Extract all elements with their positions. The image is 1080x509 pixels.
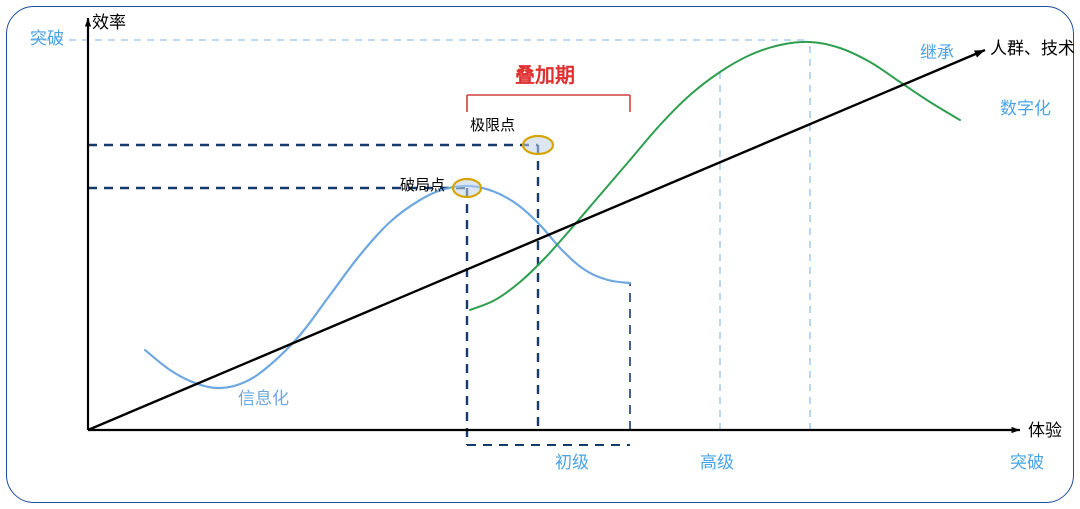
- stage-advanced-label: 高级: [700, 454, 734, 471]
- info-curve-label: 信息化: [238, 390, 289, 407]
- inherit-label: 继承: [920, 44, 954, 61]
- break-point-label: 破局点: [400, 178, 445, 193]
- overlap-label: 叠加期: [515, 66, 575, 86]
- x-axis-label: 体验: [1028, 422, 1062, 439]
- stage-primary-label: 初级: [555, 454, 589, 471]
- corner-label-top-left: 突破: [30, 30, 64, 47]
- y-axis-label: 效率: [92, 14, 126, 31]
- limit-point-label: 极限点: [470, 118, 515, 133]
- corner-label-bottom-right: 突破: [1010, 454, 1044, 471]
- diagonal-end-label: 人群、技术: [990, 40, 1075, 57]
- info-curve: [145, 186, 630, 388]
- digital-curve-label: 数字化: [1000, 100, 1051, 117]
